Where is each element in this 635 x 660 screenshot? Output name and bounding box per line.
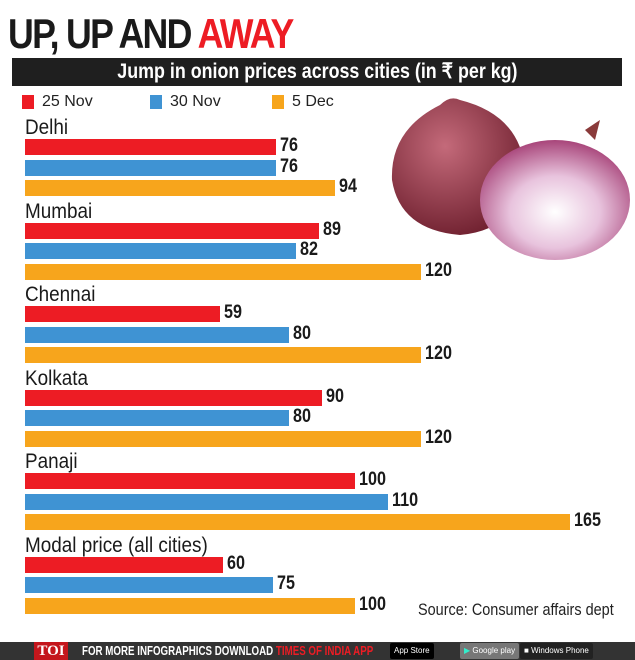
legend-label: 25 Nov [42, 93, 93, 110]
bar [25, 326, 289, 343]
footer-text-1: FOR MORE INFOGRAPHICS DOWNLOAD [82, 643, 276, 658]
data-label: 120 [425, 426, 452, 448]
app-store-label: App Store [394, 646, 430, 655]
bar [25, 389, 322, 406]
data-label: 59 [223, 302, 242, 323]
bar [25, 139, 276, 155]
footer-text-2: TIMES OF INDIA APP [275, 643, 374, 658]
bar [25, 410, 289, 426]
legend-item: 5 Dec [272, 93, 334, 111]
data-label: 100 [359, 469, 386, 490]
bar [25, 514, 570, 530]
bar [25, 180, 336, 196]
bar [25, 159, 276, 176]
legend-item: 25 Nov [22, 93, 93, 111]
bar [25, 577, 273, 593]
category-label: Kolkata [25, 366, 89, 390]
headline-part1: UP, UP AND [8, 10, 198, 57]
bar [25, 473, 355, 489]
data-label: 60 [227, 552, 245, 574]
bar [25, 597, 355, 614]
data-label: 89 [322, 218, 341, 240]
data-label: 110 [392, 489, 419, 511]
data-label: 120 [425, 343, 452, 364]
footer-text: FOR MORE INFOGRAPHICS DOWNLOAD TIMES OF … [82, 643, 373, 659]
bar [25, 263, 421, 280]
bar [25, 222, 319, 239]
data-label: 76 [279, 135, 298, 156]
footer-banner[interactable]: TOI FOR MORE INFOGRAPHICS DOWNLOAD TIMES… [0, 642, 635, 660]
windows-phone-badge[interactable]: ■ Windows Phone [520, 643, 593, 659]
app-store-badge[interactable]: App Store [390, 643, 434, 659]
chart-title-text: Jump in onion prices across cities (in ₹… [116, 60, 518, 83]
data-label: 165 [573, 510, 601, 531]
chart-title: Jump in onion prices across cities (in ₹… [12, 58, 622, 86]
category-label: Mumbai [25, 199, 93, 223]
windows-icon: ■ [524, 646, 532, 655]
data-label: 75 [276, 573, 295, 594]
toi-logo: TOI [34, 642, 68, 660]
legend-swatch [150, 95, 162, 109]
data-label: 120 [425, 259, 452, 281]
source-note: Source: Consumer affairs dept [418, 600, 614, 619]
onion-image [391, 98, 630, 260]
windows-label: Windows Phone [531, 646, 589, 655]
data-label: 100 [359, 593, 386, 615]
bar [25, 306, 220, 322]
bar [25, 243, 296, 259]
legend-item: 30 Nov [150, 93, 221, 111]
category-label: Delhi [25, 116, 69, 139]
bar [25, 347, 421, 363]
legend-label: 5 Dec [292, 93, 334, 110]
headline: UP, UP AND AWAY [8, 10, 295, 57]
headline-part2: AWAY [197, 10, 295, 57]
category-label: Modal price (all cities) [25, 533, 208, 557]
data-label: 90 [326, 385, 344, 407]
data-label: 80 [293, 322, 311, 344]
data-label: 80 [293, 406, 311, 427]
legend-label: 30 Nov [170, 93, 221, 110]
legend-swatch [22, 95, 34, 109]
data-label: 94 [339, 176, 358, 197]
legend-swatch [272, 95, 284, 109]
bar [25, 556, 223, 573]
bar [25, 430, 421, 447]
play-icon: ▶ [464, 646, 473, 655]
google-play-label: Google play [472, 646, 516, 655]
category-label: Panaji [25, 450, 78, 473]
data-label: 82 [299, 239, 318, 260]
data-label: 76 [279, 155, 298, 177]
google-play-badge[interactable]: ▶ Google play [460, 643, 520, 659]
bar [25, 493, 388, 510]
category-label: Chennai [25, 283, 96, 306]
